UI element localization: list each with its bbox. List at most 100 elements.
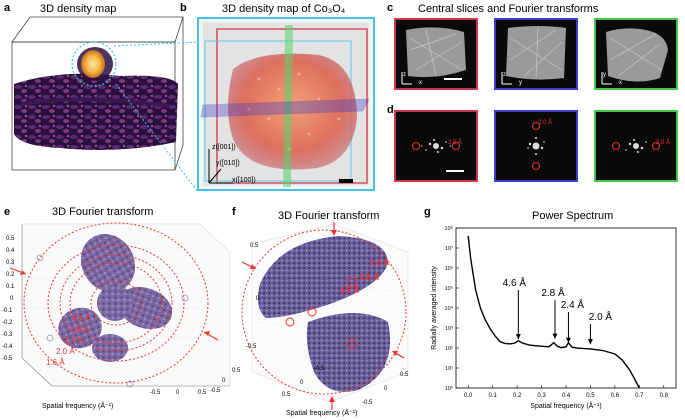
e-xtick: 0 <box>176 390 180 396</box>
e-ytick: 0.4 <box>6 248 15 254</box>
power-spectrum-chart: 0.0 0.1 0.2 0.3 0.4 0.5 0.6 0.7 0.8 10⁰ 10¹ 10² 10³ 1… <box>431 225 677 410</box>
e-ztick: 0 <box>222 378 226 384</box>
panel-f-label: f <box>232 206 236 218</box>
y-tick-label: 10⁴ <box>445 305 454 312</box>
f-ztick: -0.5 <box>362 400 373 406</box>
e-ytick: -0.2 <box>2 320 13 326</box>
x-tick-label: 0.4 <box>562 393 571 399</box>
x-tick-label: 0.0 <box>464 393 473 399</box>
spectrum-line <box>467 235 640 389</box>
e-ring-2.0: 2.0 Å <box>56 347 75 356</box>
annotation-label: 2.4 Å <box>561 298 585 311</box>
f-xtick: -0.5 <box>314 366 325 372</box>
annotation-label: 2.0 Å <box>589 310 613 323</box>
fft-xy-annotation: 2.0 Å <box>656 140 671 146</box>
y-axis-label: Radially averaged intensity <box>431 266 438 350</box>
panel-e-label: e <box>4 206 11 218</box>
fft-xy <box>594 110 678 182</box>
e-ytick: 0.3 <box>6 260 15 266</box>
e-ztick: 0.5 <box>232 368 241 374</box>
panel-e-title: 3D Fourier transform <box>52 206 154 218</box>
slice-xy-axis-h: x <box>619 80 622 86</box>
panel-a-density-render <box>11 16 184 171</box>
f-xtick: 0.5 <box>282 392 291 398</box>
panel-g-label: g <box>424 206 431 218</box>
e-ytick: 0.1 <box>6 284 15 290</box>
slice-xy <box>594 18 678 90</box>
panel-e-plot <box>9 222 231 388</box>
f-xlabel: Spatial frequency (Å⁻¹) <box>286 410 358 417</box>
panel-a-title: 3D density map <box>40 3 117 15</box>
e-ring-2.8: 2.8 Å <box>70 325 89 334</box>
y-tick-label: 10³ <box>445 326 453 332</box>
annotation-arrowhead <box>587 339 593 345</box>
panel-b-axis-z: z([001]) <box>212 144 236 151</box>
e-ztick: -0.5 <box>210 388 221 394</box>
f-ring-2.8: 2.8 Å <box>360 273 380 282</box>
e-ring-4.6: 4.6 Å <box>72 314 91 323</box>
panel-f-title: 3D Fourier transform <box>278 210 380 222</box>
slice-yz-axis-v: z <box>503 72 506 78</box>
panel-b-label: b <box>180 2 187 14</box>
f-ztick: 0.5 <box>400 372 409 378</box>
f-ring-4.6: 4.6 Å <box>340 286 360 295</box>
slice-yz-axis-h: y <box>519 80 522 86</box>
x-tick-label: 0.2 <box>513 393 522 399</box>
slice-xz <box>394 18 478 90</box>
y-tick-label: 10⁸ <box>445 225 453 232</box>
x-tick-label: 0.3 <box>537 393 546 399</box>
panel-c-label: c <box>387 2 394 14</box>
fft-xz <box>394 110 478 182</box>
panel-f-plot <box>241 222 409 410</box>
panel-c-title: Central slices and Fourier transforms <box>418 3 599 15</box>
y-tick-label: 10¹ <box>445 366 453 372</box>
e-ytick: 0.2 <box>6 272 15 278</box>
panel-b-density-render <box>200 23 370 187</box>
x-axis-label: Spatial frequency (Å⁻¹) <box>530 401 601 410</box>
panel-b-axis-y: y([010]) <box>216 160 240 167</box>
panel-b-title: 3D density map of Co₃O₄ <box>222 3 346 15</box>
annotation-label: 4.6 Å <box>503 276 527 289</box>
e-ytick: 0.5 <box>6 236 15 242</box>
x-tick-label: 0.6 <box>611 393 620 399</box>
x-tick-label: 0.5 <box>586 393 595 399</box>
f-xtick: 0 <box>300 380 304 386</box>
slice-xz-axis-h: x <box>419 80 422 86</box>
y-tick-label: 10⁵ <box>445 285 453 292</box>
y-tick-label: 10² <box>445 346 453 352</box>
e-ytick: -0.4 <box>2 344 13 350</box>
annotation-arrowhead <box>552 333 558 339</box>
f-ytick: 0.5 <box>250 243 259 249</box>
x-tick-label: 0.1 <box>488 393 497 399</box>
f-ring-1.6: 1.6 Å <box>370 258 390 267</box>
y-tick-label: 10⁶ <box>445 265 453 272</box>
e-ring-2.4: 2.4 Å <box>64 336 83 345</box>
e-ytick: -0.3 <box>2 332 13 338</box>
f-ytick: -0.5 <box>246 344 257 350</box>
e-ytick: 0 <box>10 296 14 302</box>
fft-xz-annotation: 2.0 Å <box>448 140 463 146</box>
annotation-label: 2.8 Å <box>541 286 565 299</box>
panel-b-frame <box>197 17 375 191</box>
x-tick-label: 0.7 <box>635 393 644 399</box>
slice-xy-axis-v: y <box>603 72 606 78</box>
e-ytick: -0.5 <box>2 356 13 362</box>
y-tick-label: 10⁰ <box>445 385 454 392</box>
e-xlabel: Spatial frequency (Å⁻¹) <box>42 403 114 410</box>
chart-title: Power Spectrum <box>532 210 614 222</box>
e-ytick: -0.1 <box>2 308 13 314</box>
annotation-arrowhead <box>515 334 521 340</box>
panel-a-label: a <box>4 2 11 14</box>
panel-d-label: d <box>387 104 394 116</box>
slice-yz <box>494 18 578 90</box>
y-tick-label: 10⁷ <box>445 245 453 252</box>
e-xtick: -0.5 <box>150 390 161 396</box>
panel-b-axis-x: x([100]) <box>232 177 256 184</box>
f-ztick: 0 <box>384 386 388 392</box>
fft-yz <box>494 110 578 182</box>
e-ring-1.6: 1.6 Å <box>46 358 65 367</box>
f-ytick: 0 <box>256 296 260 302</box>
x-tick-label: 0.8 <box>660 393 669 399</box>
annotation-arrowhead <box>565 337 571 343</box>
slice-xz-axis-v: z <box>403 72 406 78</box>
